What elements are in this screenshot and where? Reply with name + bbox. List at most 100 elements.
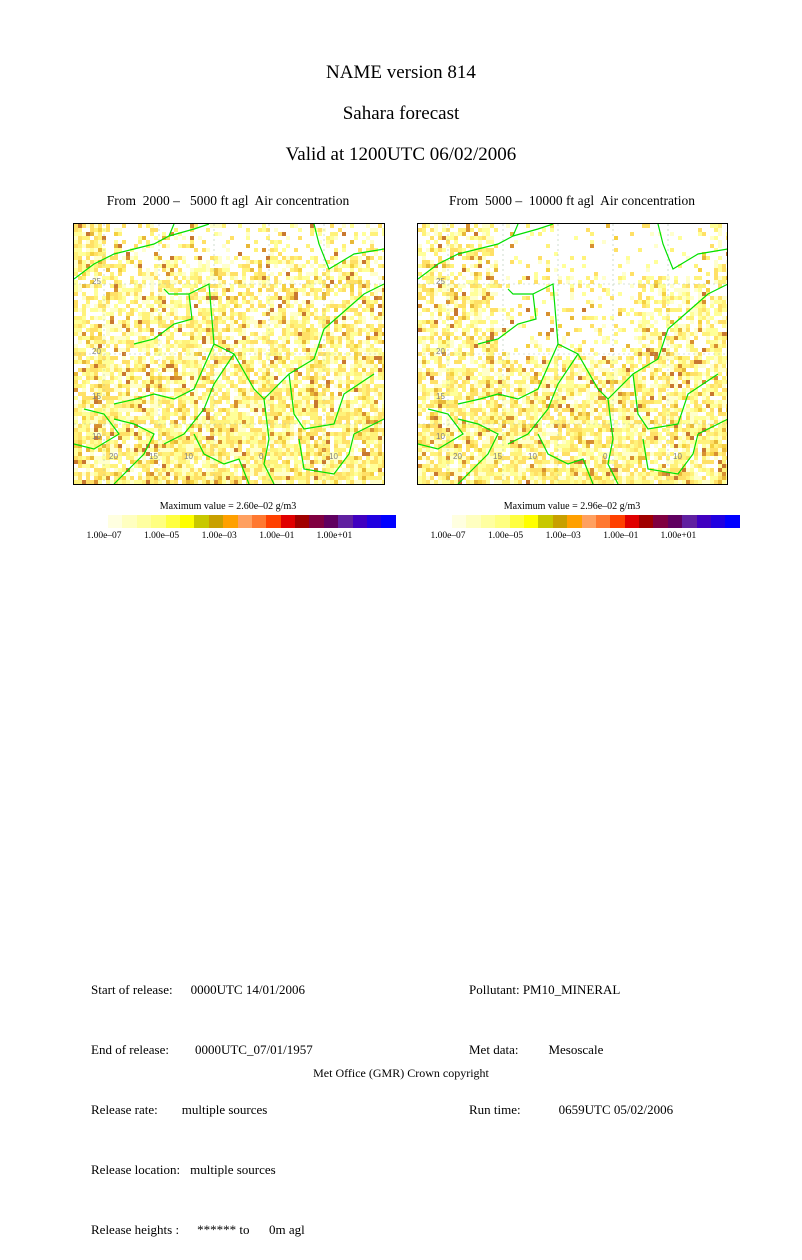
- dust-cell: [242, 412, 246, 416]
- dust-cell: [434, 356, 438, 360]
- dust-cell: [362, 364, 366, 368]
- dust-cell: [542, 228, 546, 232]
- dust-cell: [98, 316, 102, 320]
- dust-cell: [646, 276, 650, 280]
- dust-cell: [450, 296, 454, 300]
- dust-cell: [254, 296, 258, 300]
- dust-cell: [262, 476, 266, 480]
- dust-cell: [122, 436, 126, 440]
- dust-cell: [310, 388, 314, 392]
- dust-cell: [274, 440, 278, 444]
- dust-cell: [366, 304, 370, 308]
- dust-cell: [422, 388, 426, 392]
- dust-cell: [314, 420, 318, 424]
- dust-cell: [382, 256, 384, 260]
- dust-cell: [150, 228, 154, 232]
- dust-cell: [126, 380, 130, 384]
- dust-cell: [378, 448, 382, 452]
- dust-cell: [674, 348, 678, 352]
- dust-cell: [338, 436, 342, 440]
- dust-cell: [570, 268, 574, 272]
- dust-cell: [286, 288, 290, 292]
- dust-cell: [686, 332, 690, 336]
- dust-cell: [214, 308, 218, 312]
- dust-cell: [270, 408, 274, 412]
- dust-cell: [334, 268, 338, 272]
- dust-cell: [278, 312, 282, 316]
- dust-cell: [226, 424, 230, 428]
- dust-cell: [86, 464, 90, 468]
- dust-cell: [370, 336, 374, 340]
- dust-cell: [170, 336, 174, 340]
- dust-cell: [470, 292, 474, 296]
- dust-cell: [298, 480, 302, 484]
- dust-cell: [450, 384, 454, 388]
- dust-cell: [482, 384, 486, 388]
- dust-cell: [342, 388, 346, 392]
- dust-cell: [218, 316, 222, 320]
- dust-cell: [166, 304, 170, 308]
- dust-cell: [382, 460, 384, 464]
- dust-cell: [474, 324, 478, 328]
- dust-cell: [330, 332, 334, 336]
- dust-cell: [590, 280, 594, 284]
- dust-cell: [114, 340, 118, 344]
- dust-cell: [182, 444, 186, 448]
- dust-cell: [462, 300, 466, 304]
- dust-cell: [86, 356, 90, 360]
- dust-cell: [650, 288, 654, 292]
- dust-cell: [314, 416, 318, 420]
- dust-cell: [702, 348, 706, 352]
- dust-cell: [338, 432, 342, 436]
- dust-cell: [126, 336, 130, 340]
- dust-cell: [662, 364, 666, 368]
- dust-cell: [526, 360, 530, 364]
- dust-cell: [430, 296, 434, 300]
- dust-cell: [206, 416, 210, 420]
- dust-cell: [314, 316, 318, 320]
- dust-cell: [298, 360, 302, 364]
- dust-cell: [686, 328, 690, 332]
- dust-cell: [346, 468, 350, 472]
- dust-cell: [374, 428, 378, 432]
- dust-cell: [638, 248, 642, 252]
- dust-cell: [534, 380, 538, 384]
- dust-cell: [346, 396, 350, 400]
- dust-cell: [82, 332, 86, 336]
- dust-cell: [422, 228, 426, 232]
- dust-cell: [106, 368, 110, 372]
- dust-cell: [718, 356, 722, 360]
- dust-cell: [378, 332, 382, 336]
- dust-cell: [238, 292, 242, 296]
- dust-cell: [354, 324, 358, 328]
- dust-cell: [326, 404, 330, 408]
- dust-cell: [698, 276, 702, 280]
- dust-cell: [210, 368, 214, 372]
- dust-cell: [274, 256, 278, 260]
- dust-cell: [442, 268, 446, 272]
- dust-cell: [158, 416, 162, 420]
- dust-cell: [290, 256, 294, 260]
- dust-cell: [110, 276, 114, 280]
- dust-cell: [458, 320, 462, 324]
- dust-cell: [278, 280, 282, 284]
- dust-cell: [610, 348, 614, 352]
- dust-cell: [474, 360, 478, 364]
- dust-cell: [358, 468, 362, 472]
- dust-cell: [478, 328, 482, 332]
- dust-cell: [346, 416, 350, 420]
- dust-cell: [198, 268, 202, 272]
- dust-cell: [378, 376, 382, 380]
- dust-cell: [350, 416, 354, 420]
- dust-cell: [382, 372, 384, 376]
- dust-cell: [82, 380, 86, 384]
- dust-cell: [694, 288, 698, 292]
- dust-cell: [174, 280, 178, 284]
- dust-cell: [106, 392, 110, 396]
- dust-cell: [374, 336, 378, 340]
- dust-cell: [490, 284, 494, 288]
- dust-cell: [174, 408, 178, 412]
- dust-cell: [358, 420, 362, 424]
- dust-cell: [442, 224, 446, 228]
- dust-cell: [126, 404, 130, 408]
